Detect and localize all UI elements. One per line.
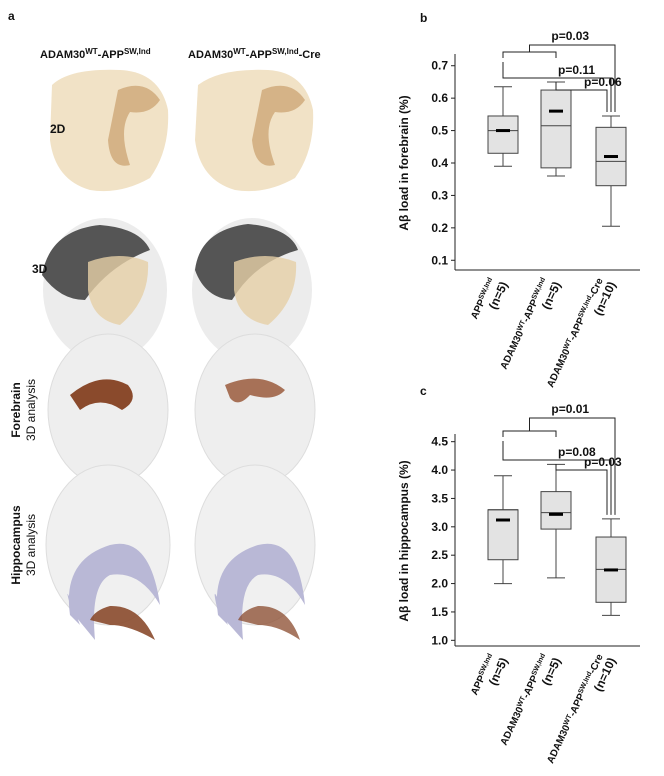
row-label: 2D <box>50 122 66 136</box>
x-tick-label-part: APP <box>469 673 488 697</box>
box <box>540 89 572 169</box>
x-tick-label-part: -APP <box>567 692 587 719</box>
y-axis-label: Aβ load in forebrain (%) <box>397 95 411 230</box>
x-tick-label-part: WT <box>562 713 573 726</box>
row-label: 3D <box>32 262 48 276</box>
p-value: p=0.08 <box>558 445 596 459</box>
amyloid-hippocampus <box>90 605 155 640</box>
box <box>487 115 519 154</box>
column-header-part: -Cre <box>299 49 321 61</box>
amyloid-forebrain <box>225 378 285 403</box>
column-header-part: WT <box>233 47 246 56</box>
hippocampus-region <box>214 543 305 640</box>
y-tick-label: 3.5 <box>431 491 448 505</box>
brain-forebrain <box>194 333 316 487</box>
row-label: Forebrain <box>9 382 23 437</box>
p-value: p=0.06 <box>584 75 622 89</box>
x-tick-label-part: -APP <box>521 297 541 324</box>
row-label: 3D analysis <box>24 379 38 441</box>
y-tick-label: 0.6 <box>431 91 448 105</box>
significance-bracket <box>529 417 616 515</box>
x-tick-label-part: ADAM30 <box>545 723 573 765</box>
column-header: ADAM30WT-APPSW,Ind <box>40 47 151 62</box>
significance-bracket <box>502 430 557 437</box>
y-tick-label: 1.5 <box>431 605 448 619</box>
p-value: p=0.03 <box>584 455 622 469</box>
y-tick-label: 0.1 <box>431 253 448 267</box>
row-label: Hippocampus <box>9 505 23 585</box>
y-tick-label: 4.0 <box>431 463 448 477</box>
panel-label: b <box>420 11 427 25</box>
significance-bracket <box>502 62 612 112</box>
x-tick-label-part: WT <box>516 695 527 708</box>
x-tick-label-part: -APP <box>521 673 541 700</box>
y-tick-label: 0.2 <box>431 221 448 235</box>
mean <box>496 129 510 133</box>
column-header-part: ADAM30 <box>40 49 85 61</box>
significance-bracket <box>502 51 557 58</box>
column-header-part: -APP <box>98 49 124 61</box>
column-header-part: -APP <box>246 49 272 61</box>
significance-bracket <box>555 82 608 112</box>
y-tick-label: 0.5 <box>431 124 448 138</box>
mean <box>549 512 563 516</box>
x-tick-label-part: ADAM30 <box>499 329 527 371</box>
p-value: p=0.03 <box>551 29 589 43</box>
p-value: p=0.01 <box>551 402 589 416</box>
brain-3d <box>88 256 149 325</box>
y-tick-label: 0.7 <box>431 59 448 73</box>
brain-3d <box>234 256 297 325</box>
significance-bracket <box>529 44 616 112</box>
box <box>487 509 519 561</box>
panel-label: c <box>420 384 427 398</box>
y-tick-label: 2.0 <box>431 577 448 591</box>
x-tick-label-part: WT <box>516 319 527 332</box>
hippocampus-region <box>67 543 160 640</box>
y-axis-label: Aβ load in hippocampus (%) <box>397 460 411 621</box>
mean <box>549 109 563 113</box>
amyloid-forebrain <box>70 379 133 410</box>
column-header-part: WT <box>85 47 98 56</box>
row-label: 3D analysis <box>24 514 38 576</box>
brain-section-2d <box>50 69 169 192</box>
brain-forebrain <box>47 333 169 487</box>
y-tick-label: 0.4 <box>431 156 448 170</box>
y-tick-label: 0.3 <box>431 188 448 202</box>
brain-section-2d <box>252 85 305 166</box>
mean <box>604 155 618 159</box>
x-tick-label-part: SW,Ind <box>577 671 593 695</box>
brain-images <box>42 69 316 640</box>
x-tick-label-part: -APP <box>567 316 587 343</box>
amyloid-hippocampus <box>238 605 300 640</box>
y-tick-label: 4.5 <box>431 435 448 449</box>
column-header-part: SW,Ind <box>124 47 151 56</box>
x-tick-label-part: APP <box>469 297 488 321</box>
mean <box>496 518 510 522</box>
box <box>540 491 572 530</box>
x-tick-label-part: ADAM30 <box>499 705 527 747</box>
brain-hippocampus <box>45 464 171 626</box>
column-header: ADAM30WT-APPSW,Ind-Cre <box>188 47 321 62</box>
brain-hippocampus <box>194 464 316 626</box>
x-tick-label-part: SW,Ind <box>577 295 593 319</box>
y-tick-label: 3.0 <box>431 520 448 534</box>
y-tick-label: 2.5 <box>431 548 448 562</box>
mean <box>604 568 618 572</box>
panel-label: a <box>8 9 15 23</box>
column-header-part: SW,Ind <box>272 47 299 56</box>
y-tick-label: 1.0 <box>431 633 448 647</box>
brain-section-2d <box>108 85 160 166</box>
x-tick-label-part: ADAM30 <box>545 347 573 389</box>
significance-bracket <box>502 441 612 515</box>
x-tick-label-part: WT <box>562 337 573 350</box>
column-header-part: ADAM30 <box>188 49 233 61</box>
significance-bracket <box>555 464 608 515</box>
p-value: p=0.11 <box>558 63 595 77</box>
